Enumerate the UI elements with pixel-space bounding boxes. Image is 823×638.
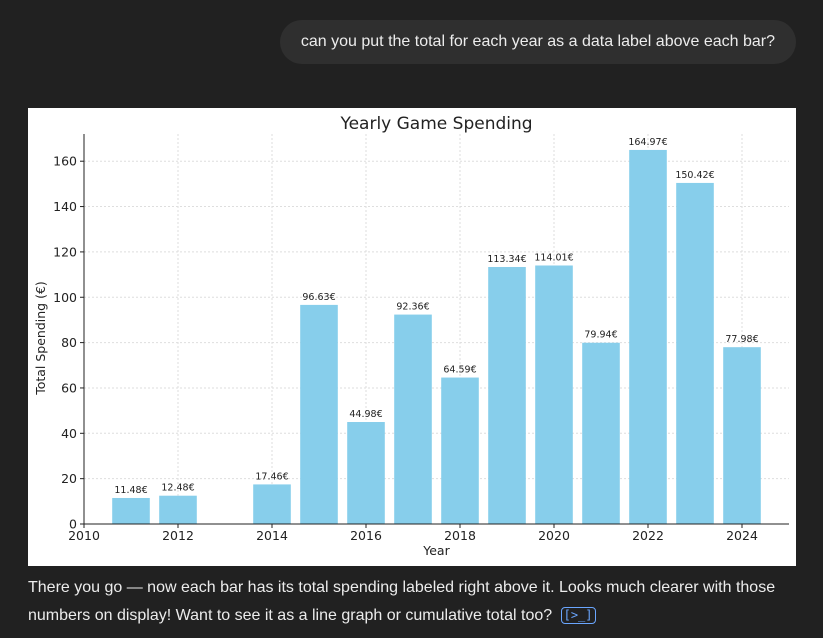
bar	[488, 267, 526, 524]
x-tick-label: 2018	[444, 528, 476, 543]
bar	[582, 342, 620, 524]
bar-data-label: 11.48€	[114, 485, 147, 496]
user-message-text: can you put the total for each year as a…	[300, 33, 775, 50]
assistant-message-text: There you go — now each bar has its tota…	[28, 579, 776, 624]
bar	[723, 347, 761, 524]
y-tick-label: 60	[61, 380, 77, 395]
bar-data-label: 44.98€	[349, 409, 382, 420]
bar-data-label: 12.48€	[161, 483, 194, 494]
x-tick-label: 2010	[68, 528, 100, 543]
x-tick-label: 2014	[256, 528, 288, 543]
bar-data-label: 77.98€	[725, 334, 758, 345]
y-axis-label: Total Spending (€)	[33, 281, 48, 396]
code-icon[interactable]: [>_]	[560, 607, 596, 624]
bar-data-label: 150.42€	[675, 170, 714, 181]
bar-data-label: 96.63€	[302, 292, 335, 303]
bar	[300, 304, 338, 524]
x-tick-label: 2016	[350, 528, 382, 543]
bar	[676, 182, 714, 524]
x-tick-label: 2022	[632, 528, 664, 543]
y-tick-label: 160	[53, 154, 77, 169]
x-tick-label: 2020	[538, 528, 570, 543]
bar-data-label: 92.36€	[396, 302, 429, 313]
bar-data-label: 113.34€	[487, 254, 526, 265]
x-tick-label: 2012	[162, 528, 194, 543]
chart-title: Yearly Game Spending	[339, 114, 532, 134]
bar	[441, 377, 479, 524]
x-axis-label: Year	[422, 543, 450, 558]
bar-data-label: 164.97€	[628, 137, 667, 148]
bar-data-label: 114.01€	[534, 252, 573, 263]
y-tick-label: 0	[69, 517, 77, 532]
user-message: can you put the total for each year as a…	[279, 20, 796, 64]
x-tick-label: 2024	[726, 528, 758, 543]
bar	[629, 149, 667, 524]
y-tick-label: 120	[53, 244, 77, 259]
bar-data-label: 79.94€	[584, 330, 617, 341]
y-tick-label: 20	[61, 471, 77, 486]
bar	[112, 497, 150, 524]
y-tick-label: 100	[53, 290, 77, 305]
y-tick-label: 140	[53, 199, 77, 214]
bar-data-label: 17.46€	[255, 471, 288, 482]
assistant-message: There you go — now each bar has its tota…	[28, 574, 798, 630]
y-tick-label: 80	[61, 335, 77, 350]
chart-image: 11.48€ 12.48€ 17.46€ 96.63€ 44.98€ 92.36€ 64.5…	[28, 108, 796, 566]
bar	[394, 314, 432, 524]
bar-data-label: 64.59€	[443, 365, 476, 376]
bar	[347, 422, 385, 524]
bar	[253, 484, 291, 524]
y-tick-label: 40	[61, 426, 77, 441]
bar-chart: 11.48€ 12.48€ 17.46€ 96.63€ 44.98€ 92.36€ 64.5…	[33, 114, 789, 558]
bar	[159, 495, 197, 524]
bar	[535, 265, 573, 524]
